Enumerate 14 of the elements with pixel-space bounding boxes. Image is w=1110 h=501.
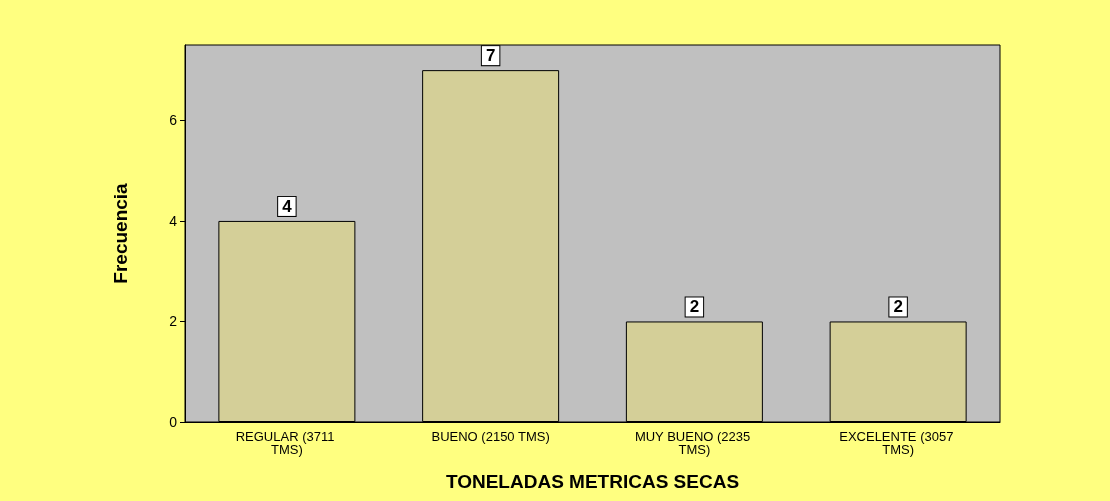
y-tick-label: 6 — [169, 112, 178, 129]
x-tick-label: REGULAR (3711 TMS) — [235, 429, 339, 457]
x-tick-label: EXCELENTE (3057 TMS) — [839, 429, 958, 457]
y-tick-label: 0 — [169, 414, 178, 430]
data-label: 2 — [893, 297, 903, 317]
y-axis-title: Frecuencia — [110, 182, 131, 284]
x-tick-label: MUY BUENO (2235 TMS) — [634, 429, 754, 457]
x-tick-label: BUENO (2150 TMS) — [431, 429, 550, 444]
data-label: 4 — [282, 196, 293, 216]
x-axis-title: TONELADAS METRICAS SECAS — [445, 471, 740, 492]
data-label: 7 — [485, 46, 496, 66]
data-label: 2 — [689, 297, 700, 317]
y-tick-label: 4 — [169, 212, 178, 229]
y-tick-label: 2 — [169, 313, 178, 330]
